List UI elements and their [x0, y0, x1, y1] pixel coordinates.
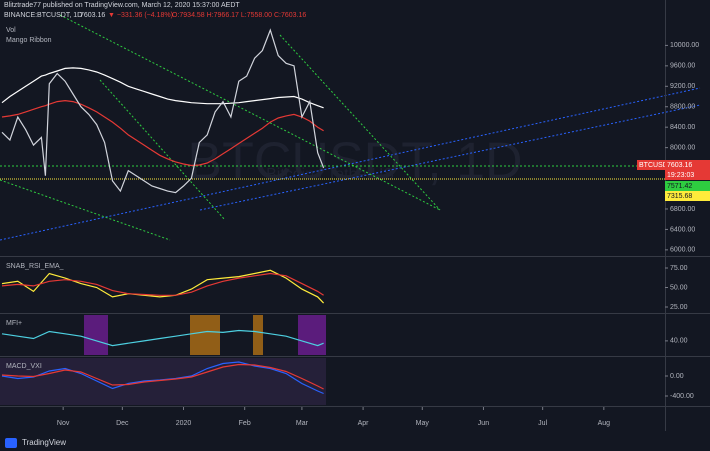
x-tick-label: 2020	[176, 420, 192, 427]
y-tick-label: 0.00	[670, 373, 684, 380]
y-tick-label: -400.00	[670, 393, 694, 400]
x-tick-label: Dec	[116, 420, 129, 427]
y-tick-label: 9200.00	[670, 83, 695, 90]
last-price: 7603.16	[80, 12, 105, 19]
y-tick-label: 8800.00	[670, 104, 695, 111]
price-badge-label: 7571.42	[667, 183, 692, 190]
series-line	[1, 67, 324, 109]
x-tick-label: Jun	[478, 420, 489, 427]
trend-lines	[0, 14, 701, 241]
x-tick-label: Feb	[239, 420, 251, 427]
series-line	[1, 329, 324, 347]
pane-title: Vol	[6, 27, 16, 34]
x-tick-label: May	[416, 420, 430, 427]
price-badge-label: 7315.68	[667, 193, 692, 200]
series-line	[1, 363, 324, 390]
pane-title: SNAB_RSI_EMA_	[6, 263, 64, 270]
watermark: BTCUSDT, 1D	[187, 133, 522, 191]
price-badge	[665, 160, 710, 170]
y-tick-label: 50.00	[670, 284, 688, 291]
series-line	[1, 272, 324, 296]
y-tick-label: 8000.00	[670, 144, 695, 151]
price-badge	[665, 181, 710, 191]
y-tick-label: 40.00	[670, 338, 688, 345]
publisher: Blitztrade77 published on TradingView.co…	[4, 2, 240, 9]
y-tick-label: 25.00	[670, 304, 688, 311]
series-line	[1, 28, 325, 194]
logo	[5, 438, 17, 448]
price-badge	[665, 170, 710, 180]
mfi-shading	[0, 315, 326, 405]
y-tick-label: 6800.00	[670, 206, 695, 213]
price-badge	[637, 160, 665, 170]
footer-brand: TradingView	[22, 438, 66, 447]
ohlc: O:7934.58 H:7966.17 L:7558.00 C:7603.16	[172, 12, 306, 19]
price-badge-label: 7603.16	[667, 162, 692, 169]
x-tick-label: Aug	[598, 420, 611, 427]
change: ▼ −331.36 (−4.18%)	[108, 12, 173, 19]
y-tick-label: 8400.00	[670, 124, 695, 131]
price-badge-label: BTCUSDT	[639, 162, 673, 169]
symbol: BINANCE:BTCUSDT, 1D	[4, 12, 82, 19]
y-tick-label: 6400.00	[670, 226, 695, 233]
pane-title: MFI+	[6, 320, 22, 327]
pane-subtitle: Mango Ribbon	[6, 37, 52, 44]
price-badge-label: 19:23:03	[667, 172, 694, 179]
x-tick-label: Apr	[358, 420, 370, 427]
y-tick-label: 75.00	[670, 265, 688, 272]
y-tick-label: 6000.00	[670, 247, 695, 254]
y-tick-label: 10000.00	[670, 42, 699, 49]
pane-title: MACD_VXI	[6, 363, 42, 370]
x-tick-label: Mar	[296, 420, 309, 427]
x-tick-label: Jul	[538, 420, 547, 427]
series-line	[1, 99, 324, 167]
price-badge	[665, 191, 710, 201]
y-tick-label: 9600.00	[670, 63, 695, 70]
x-tick-label: Nov	[57, 420, 70, 427]
